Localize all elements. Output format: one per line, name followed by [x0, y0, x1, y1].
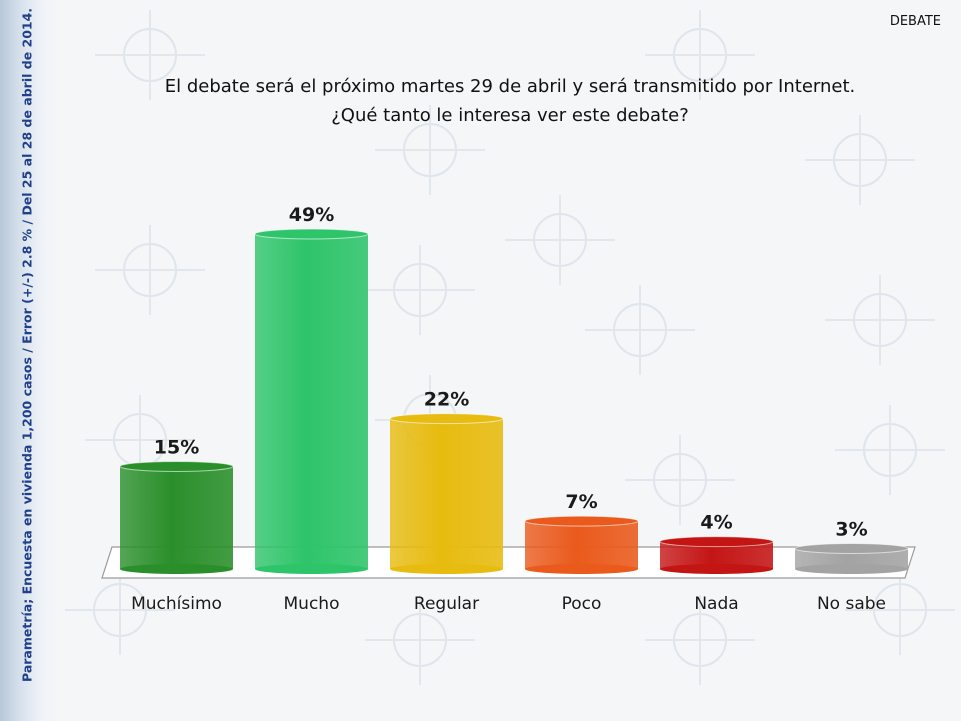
- left-decorative-strip: [0, 0, 58, 721]
- bar-base-cap: [120, 564, 233, 574]
- category-label: No sabe: [817, 594, 886, 614]
- value-label: 15%: [154, 436, 199, 458]
- bar-1: 49% Mucho: [254, 204, 369, 614]
- category-label: Poco: [562, 594, 602, 614]
- chart-title: El debate será el próximo martes 29 de a…: [150, 72, 870, 130]
- bar-top-cap: [254, 228, 369, 240]
- category-label: Mucho: [284, 594, 340, 614]
- bar-base-cap: [390, 564, 503, 574]
- category-label: Regular: [414, 594, 479, 614]
- value-label: 3%: [835, 518, 867, 540]
- bar-3: 7% Poco: [524, 491, 639, 614]
- bar-base-cap: [660, 564, 773, 574]
- value-label: 4%: [700, 512, 732, 534]
- bar-body: [255, 234, 368, 569]
- bar-body: [390, 418, 503, 569]
- bar-5: 3% No sabe: [794, 518, 909, 614]
- category-label: Muchísimo: [131, 594, 222, 614]
- bar-top-cap: [659, 536, 774, 548]
- bar-body: [525, 521, 638, 569]
- title-line-1: El debate será el próximo martes 29 de a…: [164, 76, 856, 97]
- bar-base-cap: [795, 564, 908, 574]
- value-label: 49%: [289, 204, 334, 226]
- bar-body: [795, 548, 908, 569]
- bar-top-cap: [389, 413, 504, 425]
- title-line-2: ¿Qué tanto le interesa ver este debate?: [331, 105, 689, 126]
- value-label: 7%: [565, 491, 597, 513]
- bar-base-cap: [525, 564, 638, 574]
- bar-base-cap: [255, 564, 368, 574]
- bar-4: 4% Nada: [659, 512, 774, 614]
- value-label: 22%: [424, 389, 469, 411]
- bar-top-cap: [794, 542, 909, 554]
- bar-top-cap: [119, 460, 234, 472]
- bar-top-cap: [524, 515, 639, 527]
- bar-0: 15% Muchísimo: [119, 436, 234, 614]
- bar-2: 22% Regular: [389, 389, 504, 614]
- bar-body: [120, 466, 233, 569]
- section-tag: DEBATE: [889, 14, 941, 29]
- category-label: Nada: [694, 594, 738, 614]
